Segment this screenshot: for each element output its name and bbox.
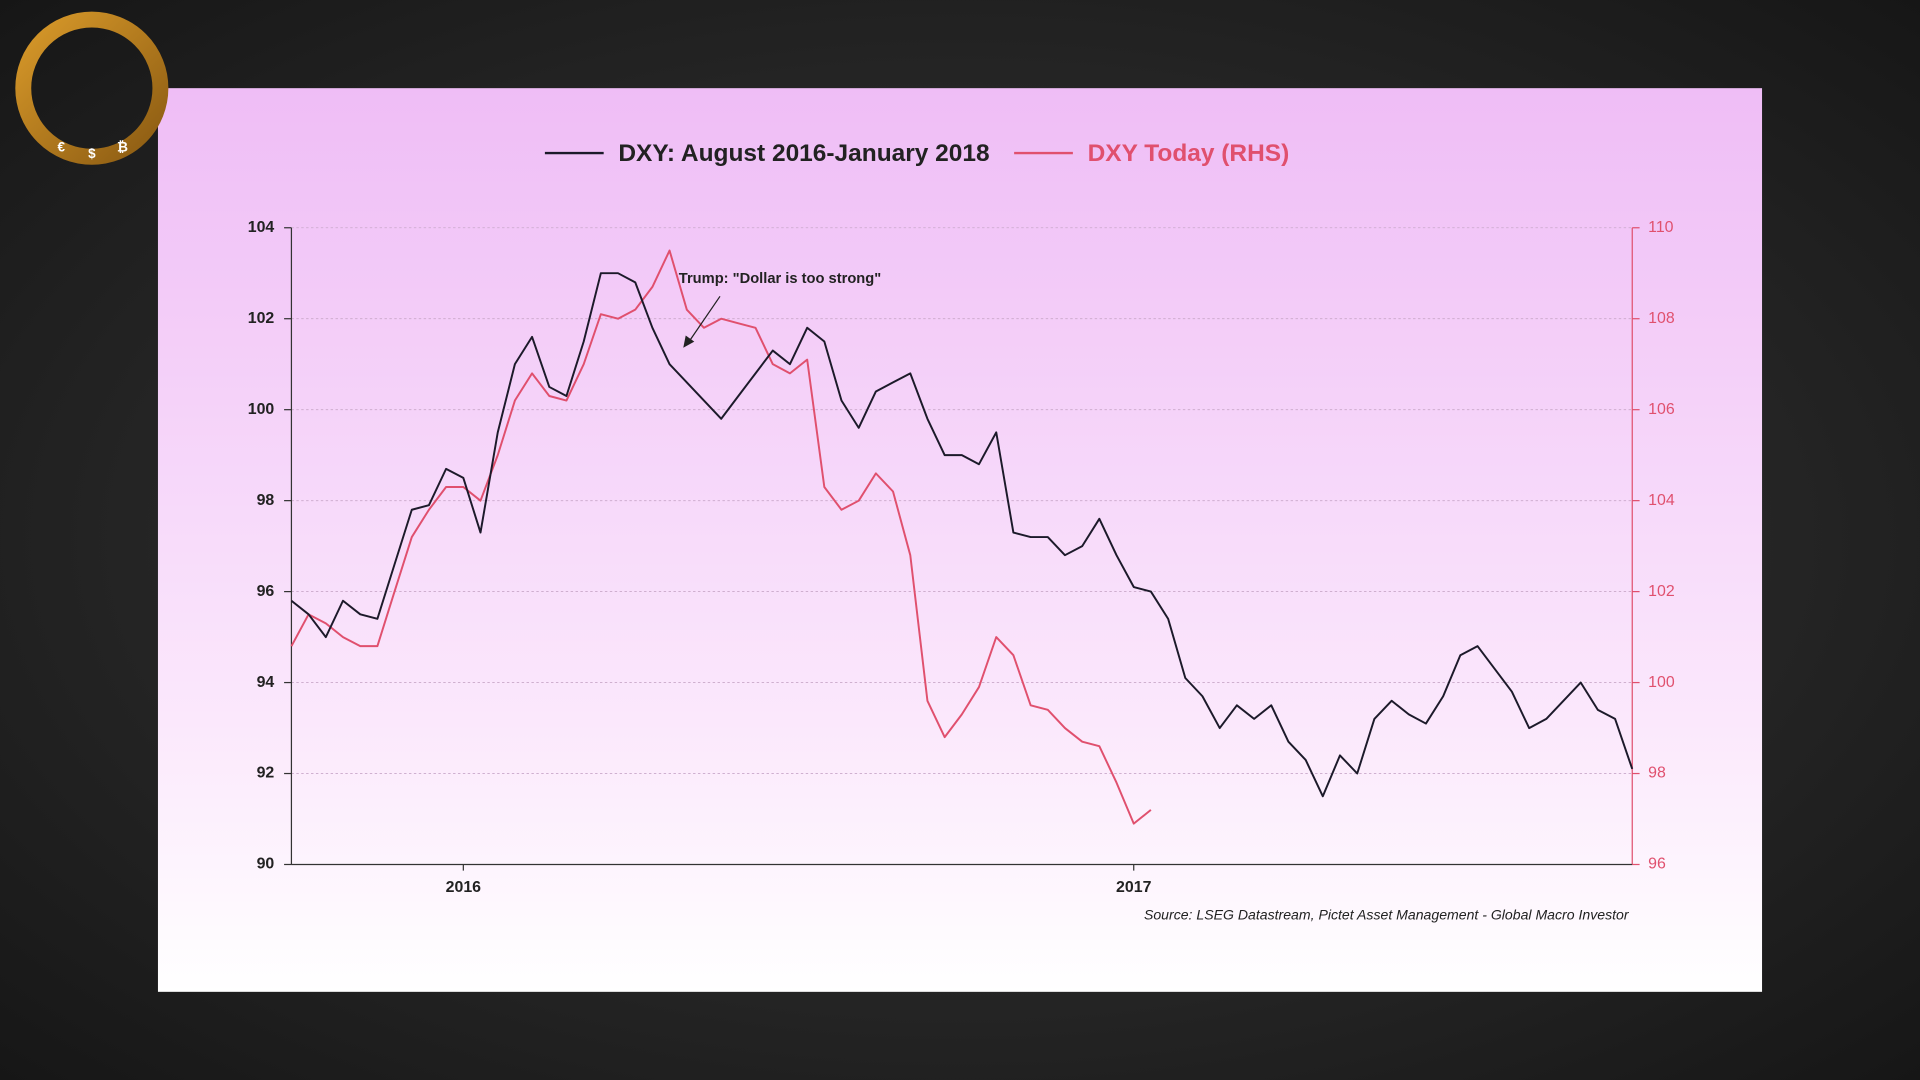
y-tick-label: 94	[257, 674, 275, 691]
svg-text:€: €	[57, 140, 65, 155]
y2-tick-label: 96	[1648, 856, 1666, 873]
y-tick-label: 98	[257, 492, 275, 509]
source: Source: LSEG Datastream, Pictet Asset Ma…	[1144, 907, 1630, 923]
y2-tick-label: 98	[1648, 765, 1666, 782]
legend-label: DXY Today (RHS)	[1088, 140, 1290, 167]
y-tick-label: 102	[248, 310, 275, 327]
y-tick-label: 104	[248, 219, 275, 236]
y2-tick-label: 102	[1648, 583, 1675, 600]
y2-tick-label: 106	[1648, 401, 1675, 418]
svg-text:₿: ₿	[117, 140, 128, 155]
logo: € $ ₿	[15, 11, 169, 165]
y-tick-label: 90	[257, 856, 275, 873]
y2-tick-label: 104	[1648, 492, 1675, 509]
annotation: Trump: "Dollar is too strong"	[679, 271, 881, 287]
annotation-arrow	[687, 295, 721, 344]
chart: 90 92 94 96 98 100 102 104 96 98 100 102 104 106 108 11…	[248, 140, 1675, 896]
annotation-arrowhead	[683, 335, 695, 348]
y-tick-label: 92	[257, 765, 275, 782]
series-line	[290, 249, 1152, 825]
series-line	[290, 272, 1634, 798]
x-tick-label: 2016	[446, 879, 482, 896]
y-tick-label: 100	[248, 401, 275, 418]
y2-tick-label: 108	[1648, 310, 1675, 327]
svg-text:$: $	[88, 146, 96, 161]
legend-label: DXY: August 2016-January 2018	[618, 140, 989, 167]
y-tick-label: 96	[257, 583, 275, 600]
x-tick-label: 2017	[1116, 879, 1152, 896]
chart-panel	[157, 88, 1763, 992]
y2-tick-label: 110	[1648, 219, 1674, 236]
y2-tick-label: 100	[1648, 674, 1675, 691]
